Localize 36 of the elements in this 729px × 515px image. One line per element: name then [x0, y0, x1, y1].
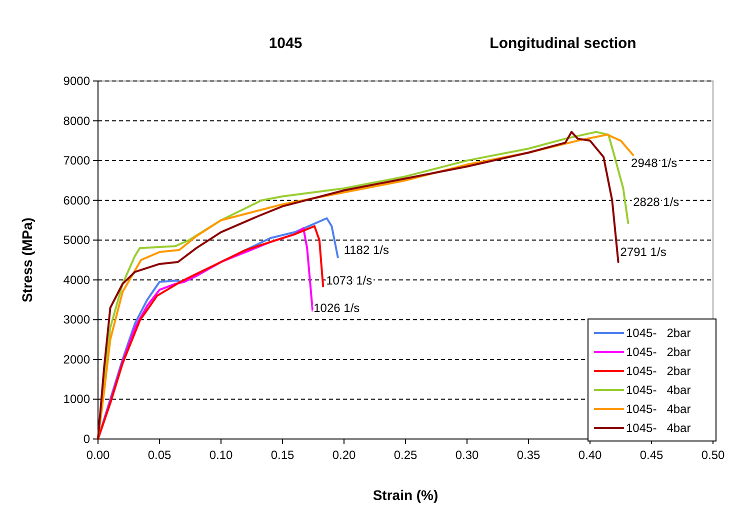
- y-tick-label: 5000: [63, 233, 90, 248]
- y-tick-label: 7000: [63, 154, 90, 168]
- x-tick-label: 0.00: [86, 448, 110, 462]
- y-tick-label: 6000: [63, 193, 90, 208]
- y-tick-label: 3000: [63, 312, 90, 327]
- legend-label: 1045- 2bar: [626, 345, 691, 359]
- y-axis-title: Stress (MPa): [19, 218, 35, 302]
- annotation: 1026 1/s: [314, 300, 360, 315]
- x-tick-label: 0.50: [701, 448, 725, 462]
- legend-label: 1045- 4bar: [626, 402, 691, 416]
- annotation: 2948 1/s: [631, 156, 678, 170]
- y-tick-label: 1000: [63, 392, 90, 406]
- legend-label: 1045- 2bar: [626, 326, 691, 340]
- x-tick-label: 0.45: [640, 448, 664, 462]
- legend-label: 1045- 4bar: [626, 383, 691, 397]
- chart-title: 1045: [268, 35, 302, 52]
- y-tick-label: 0: [83, 432, 90, 446]
- x-tick-label: 0.25: [394, 448, 418, 462]
- legend-label: 1045- 4bar: [626, 421, 691, 435]
- y-tick-label: 2000: [63, 352, 90, 366]
- y-tick-label: 4000: [63, 272, 90, 287]
- x-axis-title: Strain (%): [372, 487, 438, 503]
- x-tick-label: 0.30: [455, 448, 479, 462]
- annotation: 2828 1/s: [633, 195, 680, 210]
- legend-label: 1045- 2bar: [626, 364, 691, 378]
- annotation: 2791 1/s: [620, 244, 666, 259]
- y-tick-label: 9000: [63, 74, 90, 88]
- chart-subtitle: Longitudinal section: [490, 35, 636, 52]
- annotation: 1182 1/s: [344, 243, 390, 258]
- x-tick-label: 0.10: [209, 448, 233, 462]
- x-tick-label: 0.35: [516, 448, 540, 462]
- x-tick-label: 0.20: [332, 448, 356, 462]
- x-tick-label: 0.05: [148, 448, 172, 462]
- y-tick-label: 8000: [63, 114, 90, 128]
- x-tick-label: 0.15: [270, 448, 294, 462]
- x-tick-label: 0.40: [578, 448, 602, 462]
